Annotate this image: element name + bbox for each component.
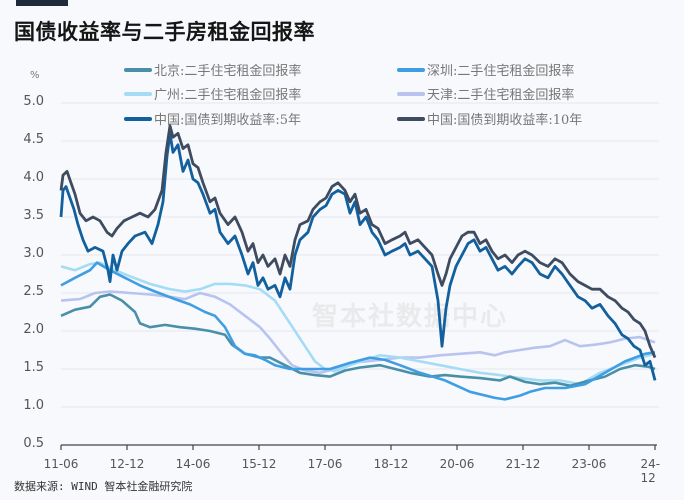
x-tick-label: 20-06 [439,457,475,471]
x-tick-label: 11-06 [43,457,79,471]
y-tick-label: 3.0 [23,246,44,261]
x-tick-label: 15-12 [241,457,277,471]
legend-label: 天津:二手住宅租金回报率 [427,88,575,103]
legend-item: 广州:二手住宅租金回报率 [124,84,301,103]
legend-swatch-icon [124,116,152,121]
legend-item: 北京:二手住宅租金回报率 [124,60,301,79]
x-tick-label: 17-06 [307,457,343,471]
y-tick-label: 4.5 [23,132,44,147]
x-tick-label: 24-12 [640,457,661,485]
y-axis-unit: % [30,70,40,81]
legend-item: 中国:国债到期收益率:5年 [124,109,301,128]
x-tick-label: 12-12 [109,457,145,471]
legend-label: 中国:国债到期收益率:5年 [154,113,302,128]
y-tick-label: 2.5 [23,284,44,299]
title-accent-bar [16,0,68,6]
series-line-shenzhen [60,261,656,401]
chart-series [59,124,657,401]
legend-item: 天津:二手住宅租金回报率 [397,84,574,103]
legend-label: 广州:二手住宅租金回报率 [154,88,302,103]
legend-swatch-icon [397,116,425,121]
legend-swatch-icon [397,91,425,96]
y-tick-label: 4.0 [23,170,44,185]
x-tick-label: 14-06 [175,457,211,471]
watermark: 智本社数据中心 [312,302,509,332]
y-tick-label: 1.5 [23,360,44,375]
x-tick-label: 18-12 [373,457,409,471]
series-line-guangzhou [60,261,656,386]
y-tick-label: 5.0 [23,94,44,109]
series-line-beijing [60,293,656,388]
legend-item: 深圳:二手住宅租金回报率 [397,60,574,79]
y-tick-label: 0.5 [23,436,44,451]
legend-swatch-icon [397,67,425,72]
y-tick-label: 2.0 [23,322,44,337]
y-tick-label: 1.0 [23,398,44,413]
series-line-cn10y [59,124,657,359]
legend-swatch-icon [124,67,152,72]
y-tick-label: 3.5 [23,208,44,223]
legend-label: 深圳:二手住宅租金回报率 [427,64,575,79]
data-source-note: 数据来源: WIND 智本社金融研究院 [14,480,193,493]
legend-swatch-icon [124,91,152,96]
series-line-cn5y [59,131,657,381]
x-axis [60,444,657,450]
x-tick-label: 23-06 [571,457,607,471]
legend-label: 中国:国债到期收益率:10年 [427,113,583,128]
x-tick-label: 21-12 [505,457,541,471]
legend-item: 中国:国债到期收益率:10年 [397,109,582,128]
chart-title: 国债收益率与二手房租金回报率 [14,20,315,44]
legend-label: 北京:二手住宅租金回报率 [154,64,302,79]
